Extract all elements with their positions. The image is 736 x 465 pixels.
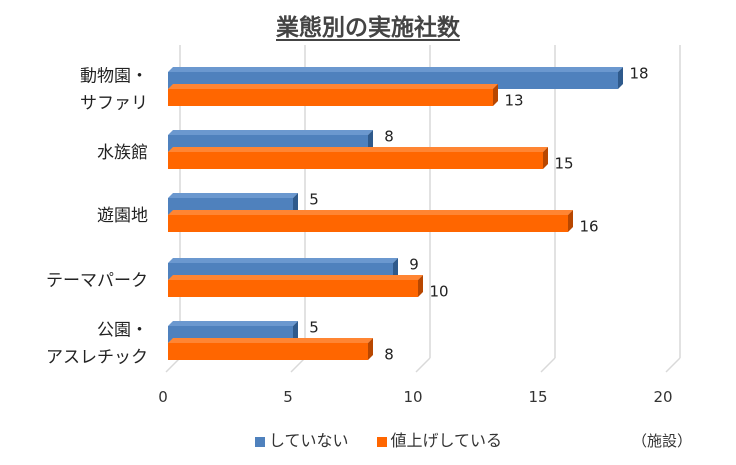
bar-side-face (393, 258, 398, 280)
legend-item-series-0: していない (255, 427, 349, 451)
data-label: 8 (384, 128, 394, 146)
data-label: 15 (554, 155, 573, 173)
bar-side-face (418, 275, 423, 297)
unit-label: （施設） (632, 432, 693, 450)
bar-side-face (618, 67, 623, 89)
category-label: 公園・ (97, 321, 148, 341)
category-label: アスレチック (46, 348, 148, 368)
bar-side-face (293, 193, 298, 215)
gridline-floor (415, 357, 431, 373)
data-label: 13 (504, 92, 523, 110)
x-tick-label: 15 (528, 388, 547, 406)
x-tick-label: 20 (653, 388, 672, 406)
bar (168, 215, 568, 232)
bar (168, 152, 543, 169)
bar (168, 343, 368, 360)
chart-title: 業態別の実施社数 (276, 15, 460, 41)
bar-side-face (368, 338, 373, 360)
bar-side-face (493, 84, 498, 106)
bar-top-face (168, 147, 548, 152)
bar-side-face (293, 321, 298, 343)
category-label: サファリ (80, 94, 148, 114)
x-tick-label: 5 (283, 388, 293, 406)
category-label: 遊園地 (97, 206, 148, 226)
gridline-floor (665, 357, 681, 373)
legend-label: 値上げしている (390, 431, 503, 450)
gridline-floor (165, 357, 181, 373)
data-label: 8 (384, 346, 394, 364)
legend-label: していない (269, 431, 349, 450)
data-label: 16 (579, 218, 598, 236)
bar-top-face (168, 275, 423, 280)
bar (168, 89, 493, 106)
x-tick-label: 10 (403, 388, 422, 406)
legend-item-series-1: 値上げしている (376, 427, 503, 451)
gridline-floor (540, 357, 556, 373)
bar-top-face (168, 338, 373, 343)
bar-top-face (168, 67, 623, 72)
bar-side-face (368, 130, 373, 152)
legend-swatch (376, 436, 387, 447)
bar-side-face (543, 147, 548, 169)
bar-top-face (168, 210, 573, 215)
bar-top-face (168, 84, 498, 89)
bar-top-face (168, 321, 298, 326)
bar-top-face (168, 258, 398, 263)
gridline-floor (290, 357, 306, 373)
data-label: 5 (309, 191, 319, 209)
legend-swatch (255, 436, 265, 447)
data-label: 5 (309, 319, 319, 337)
data-label: 10 (429, 283, 448, 301)
category-label: テーマパーク (46, 271, 148, 291)
data-label: 9 (409, 256, 419, 274)
legend: していない 値上げしている (255, 427, 502, 451)
bar (168, 280, 418, 297)
bar-top-face (168, 130, 373, 135)
category-label: 水族館 (97, 143, 148, 163)
bar-top-face (168, 193, 298, 198)
category-label: 動物園・ (80, 67, 148, 87)
data-label: 18 (629, 65, 648, 83)
x-tick-label: 0 (158, 388, 168, 406)
bar-side-face (568, 210, 573, 232)
